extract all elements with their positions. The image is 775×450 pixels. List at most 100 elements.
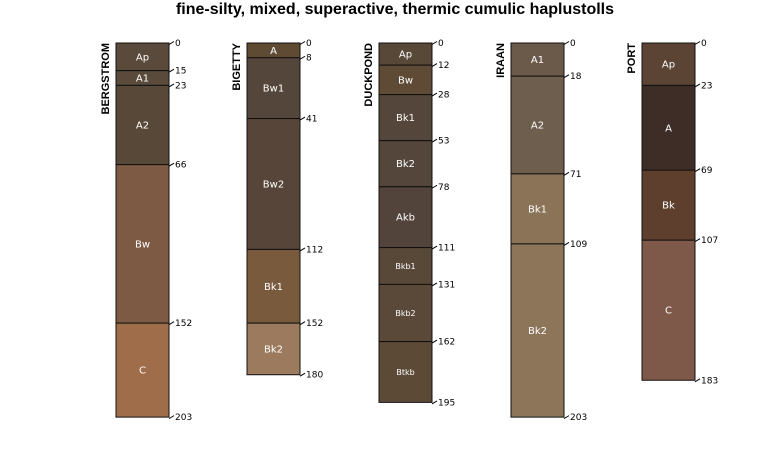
depth-label: 112 [306, 245, 323, 255]
depth-label: 203 [570, 413, 587, 423]
depth-tick [299, 372, 306, 377]
depth-label: 195 [438, 398, 455, 408]
depth-label: 131 [438, 280, 455, 290]
depth-tick [563, 41, 570, 45]
depth-tick [168, 83, 175, 88]
depth-label: 78 [438, 183, 450, 193]
depth-label: 0 [175, 39, 181, 49]
horizon-label: A [665, 123, 672, 134]
depth-tick [694, 83, 701, 88]
horizon-label: A1 [531, 55, 544, 66]
depth-label: 15 [175, 67, 186, 77]
depth-label: 152 [306, 319, 323, 329]
depth-tick [694, 378, 701, 383]
depth-tick [168, 162, 175, 167]
horizon-label: Bw1 [263, 84, 284, 95]
depth-tick [431, 339, 438, 344]
depth-tick [299, 55, 306, 60]
profile-name: BIGETTY [231, 42, 243, 90]
horizon-label: Bw [135, 239, 150, 250]
depth-label: 18 [570, 72, 582, 82]
horizon-label: Bk1 [396, 113, 415, 124]
depth-tick [431, 138, 438, 143]
horizon-label: Bkb2 [395, 309, 415, 318]
horizon-label: A2 [531, 121, 544, 132]
horizon-label: C [665, 306, 672, 317]
depth-tick [299, 41, 306, 45]
horizon-port-1 [641, 84, 696, 171]
depth-tick [299, 321, 306, 326]
horizon-label: Ap [399, 50, 412, 61]
depth-tick [168, 415, 175, 420]
horizon-label: Bk2 [528, 326, 547, 337]
horizon-port-2 [641, 169, 696, 241]
depth-label: 183 [701, 376, 718, 386]
horizon-duckpond-5 [378, 247, 433, 285]
horizon-bigetty-4 [246, 322, 301, 376]
depth-tick [431, 63, 438, 68]
depth-tick [299, 247, 306, 252]
depth-label: 0 [570, 39, 576, 49]
depth-tick [563, 241, 570, 246]
depth-label: 41 [306, 115, 317, 125]
horizon-duckpond-6 [378, 283, 433, 343]
horizon-duckpond-2 [378, 94, 433, 142]
depth-label: 23 [175, 81, 186, 91]
horizon-label: Ap [662, 60, 675, 71]
horizon-label: C [139, 366, 146, 377]
chart-title: fine-silty, mixed, superactive, thermic … [175, 1, 615, 18]
depth-label: 53 [438, 137, 449, 147]
depth-label: 8 [306, 54, 312, 64]
depth-tick [694, 41, 701, 45]
horizon-duckpond-7 [378, 341, 433, 403]
horizon-label: Bk1 [264, 282, 283, 293]
depth-tick [299, 116, 306, 121]
horizon-label: Bw2 [263, 179, 284, 190]
depth-tick [694, 168, 701, 173]
horizon-label: A1 [136, 74, 149, 85]
depth-label: 180 [306, 371, 323, 381]
horizon-label: Bk2 [264, 344, 283, 355]
horizon-label: Btkb [396, 368, 414, 377]
depth-label: 162 [438, 338, 455, 348]
horizon-label: Bkb1 [395, 262, 415, 271]
horizon-bigetty-1 [246, 57, 301, 120]
depth-tick [168, 321, 175, 326]
depth-label: 71 [570, 170, 581, 180]
depth-label: 23 [701, 81, 712, 91]
depth-label: 69 [701, 166, 713, 176]
depth-label: 12 [438, 61, 449, 71]
horizon-label: Bw [398, 75, 413, 86]
depth-tick [431, 92, 438, 97]
depth-tick [431, 184, 438, 189]
depth-tick [694, 238, 701, 243]
horizon-label: Bk1 [528, 204, 547, 215]
horizon-iraan-0 [510, 42, 565, 77]
depth-label: 28 [438, 91, 450, 101]
depth-tick [168, 68, 175, 73]
horizon-iraan-3 [510, 243, 565, 418]
horizon-iraan-2 [510, 173, 565, 245]
horizon-duckpond-1 [378, 64, 433, 96]
depth-tick [168, 41, 175, 45]
depth-tick [431, 41, 438, 45]
horizon-label: Bk [662, 201, 675, 212]
profile-name: IRAAN [495, 43, 507, 78]
depth-tick [563, 415, 570, 420]
depth-label: 0 [701, 39, 707, 49]
horizon-port-0 [641, 42, 696, 86]
horizon-bergstrom-0 [115, 42, 170, 72]
horizon-label: Akb [396, 213, 415, 224]
horizon-bergstrom-2 [115, 84, 170, 166]
profile-name: PORT [626, 43, 638, 74]
horizon-label: Ap [136, 52, 149, 63]
depth-label: 107 [701, 236, 718, 246]
horizon-label: A [270, 46, 277, 57]
profile-name: BERGSTROM [100, 43, 112, 115]
depth-label: 109 [570, 240, 587, 250]
horizon-bergstrom-4 [115, 322, 170, 418]
depth-tick [431, 282, 438, 287]
horizon-duckpond-3 [378, 140, 433, 188]
horizon-duckpond-4 [378, 186, 433, 249]
